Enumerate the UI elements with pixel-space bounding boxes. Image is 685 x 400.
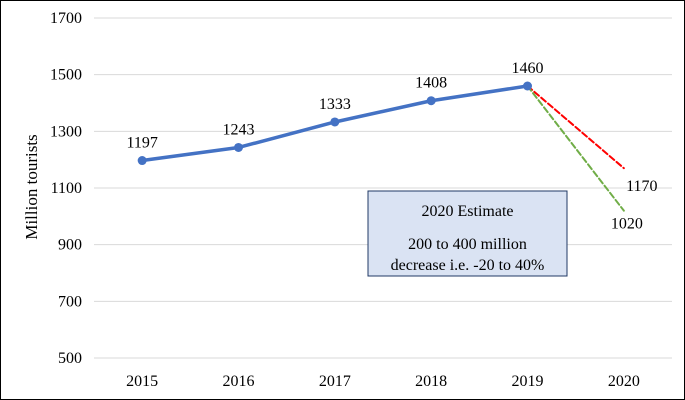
x-tick-label: 2018 [415,373,447,390]
data-label: 1170 [626,178,657,195]
y-tick-label: 1100 [51,180,82,197]
data-label: 1408 [415,75,447,92]
x-tick-label: 2015 [126,373,158,390]
annotation-background [367,190,568,277]
data-point-marker [137,156,147,166]
data-labels: 1197 1243 1333 1408 1460 1170 1020 [126,60,657,233]
x-tick-label: 2019 [512,373,544,390]
data-point-marker [523,81,532,91]
y-tick-label: 500 [58,350,82,367]
y-tick-label: 1700 [50,10,82,27]
data-label: 1197 [126,135,157,152]
data-point-marker [426,96,436,106]
annotation-title: 2020 Estimate [422,203,514,220]
data-label: 1243 [223,121,255,138]
annotation-line-2: decrease i.e. -20 to 40% [391,257,545,274]
data-label: 1020 [611,216,643,233]
data-point-marker [234,142,243,152]
x-tick-label: 2020 [608,373,640,390]
annotation-line-1: 200 to 400 million [408,236,527,253]
data-label: 1333 [319,96,351,113]
y-tick-label: 1300 [50,123,82,140]
y-tick-label: 1500 [50,67,82,84]
x-axis-ticks: 2015 2016 2017 2018 2019 2020 [126,373,640,390]
data-point-marker [330,117,340,127]
y-tick-label: 900 [58,237,82,254]
series-line-projection [526,85,625,170]
data-label: 1460 [512,60,544,77]
y-axis-ticks: 500 700 900 1100 1300 1500 1700 [50,10,82,367]
y-axis-title: Million tourists [22,134,41,239]
x-tick-label: 2016 [223,373,255,390]
y-tick-label: 700 [58,293,82,310]
x-tick-label: 2017 [319,373,351,390]
series-markers [137,81,532,166]
estimate-annotation-box: 2020 Estimate 200 to 400 million decreas… [367,190,568,277]
series-line-projection [526,85,625,212]
